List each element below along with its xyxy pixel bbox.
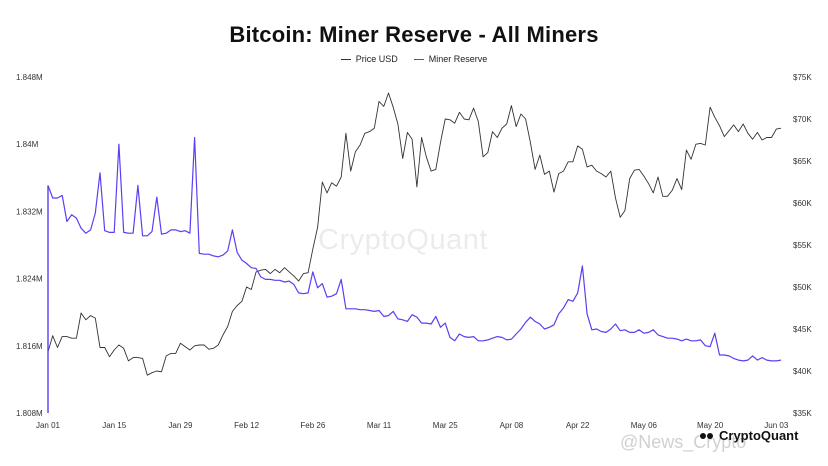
- left-axis-tick-label: 1.84M: [16, 140, 39, 149]
- chart-legend: Price USD Miner Reserve: [0, 54, 828, 64]
- brand-label: CryptoQuant: [719, 428, 799, 443]
- price-usd-line: [47, 92, 782, 376]
- x-axis-tick-label: Feb 12: [234, 421, 259, 430]
- legend-label-price: Price USD: [355, 54, 398, 64]
- legend-swatch-price: [340, 58, 351, 60]
- left-axis-tick-label: 1.808M: [16, 409, 43, 418]
- brand-mark-icon: [700, 431, 715, 441]
- right-axis-tick-label: $70K: [793, 115, 812, 124]
- right-axis-tick-label: $75K: [793, 73, 812, 82]
- x-axis-tick-label: Apr 08: [500, 421, 524, 430]
- overlay-watermark: @News_Crypto: [620, 432, 747, 452]
- right-axis-tick-label: $40K: [793, 367, 812, 376]
- x-axis-tick-label: Jan 15: [102, 421, 127, 430]
- legend-item-miner-reserve[interactable]: Miner Reserve: [413, 54, 488, 64]
- left-axis-tick-label: 1.824M: [16, 275, 43, 284]
- right-axis-tick-label: $65K: [793, 157, 812, 166]
- left-axis-tick-label: 1.816M: [16, 342, 43, 351]
- legend-label-miner-reserve: Miner Reserve: [428, 54, 488, 64]
- x-axis-tick-label: May 06: [631, 421, 658, 430]
- right-axis-tick-label: $50K: [793, 283, 812, 292]
- x-axis-tick-label: Apr 22: [566, 421, 590, 430]
- brand-logo: CryptoQuant: [700, 428, 798, 443]
- chart-title: Bitcoin: Miner Reserve - All Miners: [229, 22, 599, 47]
- chart-watermark: CryptoQuant: [318, 224, 488, 256]
- left-axis-tick-label: 1.832M: [16, 207, 43, 216]
- right-axis-tick-label: $60K: [793, 199, 812, 208]
- legend-item-price[interactable]: Price USD: [340, 54, 398, 64]
- x-axis-tick-label: Mar 25: [433, 421, 458, 430]
- x-axis-tick-label: Jan 29: [168, 421, 193, 430]
- x-axis-tick-label: Mar 11: [367, 421, 392, 430]
- x-axis-tick-label: Feb 26: [300, 421, 325, 430]
- x-axis-tick-label: Jan 01: [36, 421, 61, 430]
- miner-reserve-line: [47, 136, 782, 362]
- left-axis-tick-label: 1.848M: [16, 73, 43, 82]
- x-axis-tick-label: Jun 03: [764, 421, 789, 430]
- legend-swatch-miner-reserve: [413, 58, 424, 60]
- right-axis-tick-label: $35K: [793, 409, 812, 418]
- x-axis-tick-label: May 20: [697, 421, 724, 430]
- right-axis-tick-label: $55K: [793, 241, 812, 250]
- right-axis-tick-label: $45K: [793, 325, 812, 334]
